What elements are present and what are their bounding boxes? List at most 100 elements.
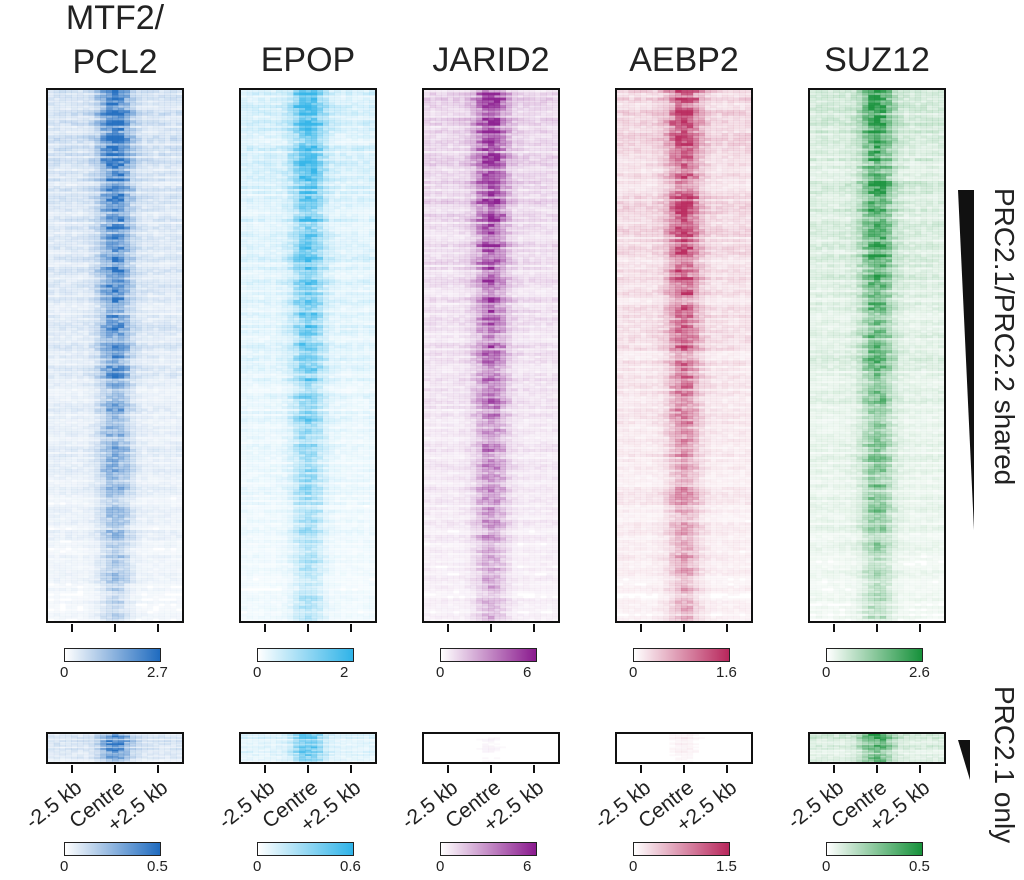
heatmap-cell	[152, 363, 160, 366]
heatmap-cell	[164, 92, 171, 96]
heatmap-cell	[117, 251, 125, 255]
heatmap-cell	[123, 492, 130, 495]
heatmap-cell	[88, 193, 96, 197]
heatmap-cell	[59, 380, 66, 384]
heatmap-cell	[48, 586, 54, 589]
heatmap-cell	[94, 378, 101, 382]
heatmap-cell	[152, 117, 160, 121]
heatmap-cell	[94, 600, 101, 604]
heatmap-cell	[112, 390, 119, 394]
heatmap-cell	[77, 345, 84, 349]
heatmap-cell	[135, 350, 142, 354]
heatmap-cell	[117, 261, 125, 265]
heatmap-cell	[94, 380, 101, 384]
heatmap-cell	[106, 218, 113, 222]
heatmap-cell	[147, 743, 154, 746]
heatmap-cell	[123, 340, 130, 344]
heatmap-cell	[141, 368, 148, 371]
heatmap-cell	[176, 390, 182, 394]
heatmap-cell	[123, 163, 130, 167]
heatmap-cell	[117, 522, 125, 526]
heatmap-cell	[170, 743, 177, 746]
heatmap-cell	[141, 545, 148, 548]
heatmap-cell	[106, 191, 113, 194]
heatmap-cell	[147, 201, 154, 205]
heatmap-cell	[141, 224, 148, 227]
heatmap-cell	[106, 403, 113, 407]
heatmap-cell	[88, 466, 96, 470]
heatmap-cell	[83, 497, 89, 500]
heatmap-cell	[129, 150, 136, 154]
heatmap-cell	[170, 746, 177, 749]
heatmap-cell	[100, 514, 107, 518]
heatmap-cell	[71, 150, 78, 154]
heatmap-cell	[117, 138, 125, 141]
heatmap-cell	[117, 234, 125, 237]
heatmap-cell	[59, 403, 66, 407]
heatmap-cell	[88, 588, 96, 591]
heatmap-cell	[141, 454, 148, 457]
heatmap-cell	[106, 342, 113, 346]
heatmap-cell	[135, 610, 142, 614]
heatmap-cell	[141, 529, 148, 533]
heatmap-cell	[65, 203, 72, 207]
heatmap-cell	[54, 606, 60, 609]
heatmap-cell	[77, 578, 84, 581]
heatmap-cell	[100, 398, 107, 402]
heatmap-cell	[152, 378, 160, 382]
heatmap-cell	[158, 211, 165, 215]
heatmap-cell	[170, 112, 177, 116]
heatmap-cell	[88, 393, 96, 397]
heatmap-cell	[94, 261, 101, 265]
heatmap-cell	[135, 337, 142, 341]
heatmap-cell	[65, 335, 72, 339]
heatmap-cell	[112, 433, 119, 437]
heatmap-cell	[164, 317, 171, 321]
heatmap-cell	[71, 575, 78, 579]
heatmap-cell	[106, 95, 113, 98]
heatmap-cell	[112, 110, 119, 114]
heatmap-cell	[176, 352, 182, 356]
heatmap-cell	[65, 213, 72, 217]
heatmap-cell	[112, 206, 119, 210]
heatmap-cell	[158, 163, 165, 167]
heatmap-cell	[53, 297, 61, 301]
heatmap-cell	[147, 198, 154, 202]
heatmap-cell	[77, 130, 84, 134]
heatmap-cell	[141, 170, 148, 174]
heatmap-cell	[59, 451, 66, 455]
heatmap-cell	[48, 332, 55, 336]
heatmap-cell	[158, 90, 165, 93]
heatmap-cell	[88, 740, 96, 743]
heatmap-cell	[117, 345, 125, 349]
heatmap-cell	[112, 100, 119, 103]
heatmap-cell	[53, 236, 61, 240]
heatmap-cell	[59, 615, 66, 619]
heatmap-cell	[117, 459, 125, 462]
heatmap-cell	[152, 368, 160, 371]
heatmap-cell	[170, 282, 177, 285]
heatmap-cell	[135, 327, 142, 331]
heatmap-cell	[152, 261, 160, 265]
heatmap-cell	[129, 158, 136, 162]
heatmap-cell	[158, 165, 165, 169]
heatmap-cell	[59, 370, 66, 374]
heatmap-cell	[48, 474, 55, 478]
heatmap-cell	[71, 95, 78, 98]
heatmap-cell	[88, 489, 96, 493]
heatmap-cell	[135, 165, 142, 169]
heatmap-cell	[59, 236, 66, 240]
heatmap-cell	[165, 553, 171, 556]
heatmap-cell	[135, 395, 142, 399]
heatmap-cell	[88, 312, 96, 316]
heatmap-cell	[164, 138, 171, 141]
heatmap-cell	[158, 474, 165, 478]
heatmap-cell	[106, 575, 113, 579]
heatmap-cell	[112, 284, 119, 288]
heatmap-cell	[112, 234, 119, 237]
heatmap-cell	[147, 583, 153, 586]
heatmap-cell	[176, 734, 182, 736]
heatmap-cell	[82, 165, 90, 169]
heatmap-cell	[170, 221, 177, 225]
heatmap-cell	[152, 292, 160, 296]
